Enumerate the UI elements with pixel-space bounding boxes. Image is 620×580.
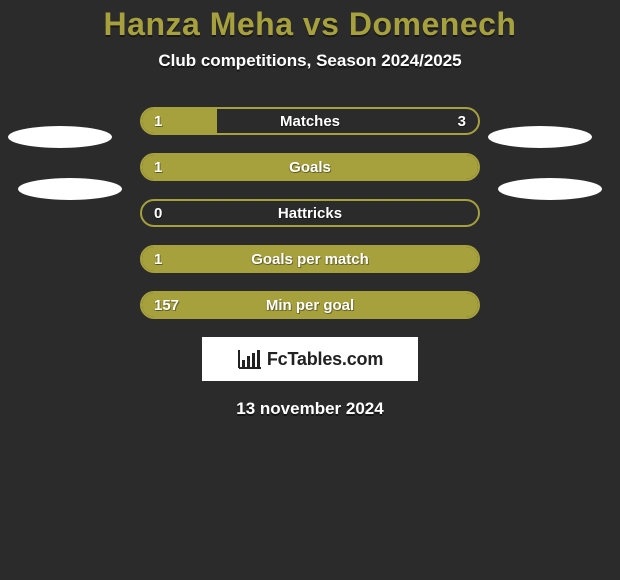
bar-track: 0 Hattricks bbox=[140, 199, 480, 227]
bar-track: 1 Goals bbox=[140, 153, 480, 181]
stat-row: 1 Goals per match bbox=[140, 245, 480, 273]
date-text: 13 november 2024 bbox=[0, 399, 620, 419]
bar-track: 1 Goals per match bbox=[140, 245, 480, 273]
bar-track: 1 Matches 3 bbox=[140, 107, 480, 135]
stat-row: 0 Hattricks bbox=[140, 199, 480, 227]
subtitle: Club competitions, Season 2024/2025 bbox=[0, 51, 620, 71]
page-title: Hanza Meha vs Domenech bbox=[0, 0, 620, 43]
stat-metric-label: Goals bbox=[142, 155, 478, 181]
brand-text: FcTables.com bbox=[267, 349, 383, 370]
decor-ellipse-left-1 bbox=[8, 126, 112, 148]
decor-ellipse-right-2 bbox=[498, 178, 602, 200]
stat-metric-label: Hattricks bbox=[142, 201, 478, 227]
stat-right-value: 3 bbox=[458, 109, 466, 135]
stat-metric-label: Matches bbox=[142, 109, 478, 135]
stat-metric-label: Min per goal bbox=[142, 293, 478, 319]
brand-badge: FcTables.com bbox=[202, 337, 418, 381]
bar-chart-icon bbox=[237, 348, 263, 370]
stat-row: 1 Goals bbox=[140, 153, 480, 181]
stat-row: 1 Matches 3 bbox=[140, 107, 480, 135]
bar-track: 157 Min per goal bbox=[140, 291, 480, 319]
decor-ellipse-right-1 bbox=[488, 126, 592, 148]
stat-row: 157 Min per goal bbox=[140, 291, 480, 319]
stat-metric-label: Goals per match bbox=[142, 247, 478, 273]
decor-ellipse-left-2 bbox=[18, 178, 122, 200]
